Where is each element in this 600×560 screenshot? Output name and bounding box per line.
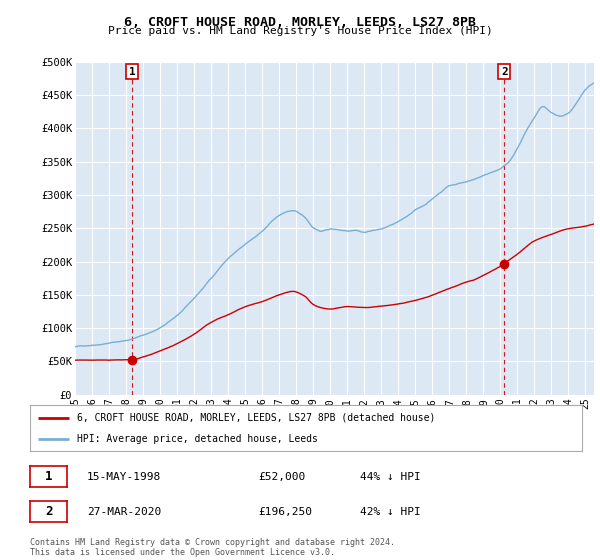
Text: 1: 1 [45, 470, 52, 483]
Text: 44% ↓ HPI: 44% ↓ HPI [360, 472, 421, 482]
Text: 42% ↓ HPI: 42% ↓ HPI [360, 507, 421, 517]
Text: 2: 2 [501, 67, 508, 77]
Text: 2: 2 [45, 505, 52, 519]
Text: 1: 1 [129, 67, 136, 77]
Text: £196,250: £196,250 [258, 507, 312, 517]
Text: 15-MAY-1998: 15-MAY-1998 [87, 472, 161, 482]
Text: 27-MAR-2020: 27-MAR-2020 [87, 507, 161, 517]
Text: Price paid vs. HM Land Registry's House Price Index (HPI): Price paid vs. HM Land Registry's House … [107, 26, 493, 36]
Text: 6, CROFT HOUSE ROAD, MORLEY, LEEDS, LS27 8PB (detached house): 6, CROFT HOUSE ROAD, MORLEY, LEEDS, LS27… [77, 413, 435, 423]
Text: HPI: Average price, detached house, Leeds: HPI: Average price, detached house, Leed… [77, 435, 318, 444]
Text: £52,000: £52,000 [258, 472, 305, 482]
Text: 6, CROFT HOUSE ROAD, MORLEY, LEEDS, LS27 8PB: 6, CROFT HOUSE ROAD, MORLEY, LEEDS, LS27… [124, 16, 476, 29]
Text: Contains HM Land Registry data © Crown copyright and database right 2024.
This d: Contains HM Land Registry data © Crown c… [30, 538, 395, 557]
